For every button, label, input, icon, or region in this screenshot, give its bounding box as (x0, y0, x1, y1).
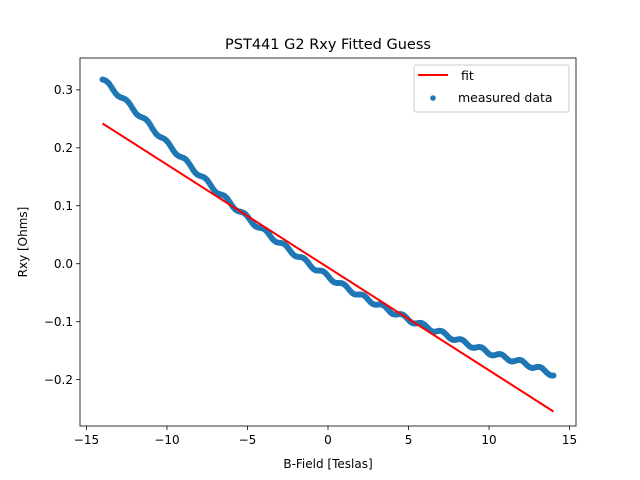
x-tick-label: 0 (324, 433, 332, 447)
y-tick-label: 0.2 (54, 141, 73, 155)
plot-area: −15 −10 −5 0 5 10 15 −0.2 −0.1 0.0 0.1 0.2 0.3 (44, 57, 577, 447)
x-tick-label: 10 (481, 433, 496, 447)
data-point (550, 372, 557, 379)
y-tick-label: −0.2 (44, 373, 73, 387)
y-tick-label: 0.3 (54, 83, 73, 97)
y-axis-label: Rxy [Ohms] (16, 207, 30, 278)
y-tick-label: −0.1 (44, 315, 73, 329)
fit-line (102, 122, 554, 413)
legend-fit-label: fit (461, 68, 474, 83)
x-tick-label: −10 (154, 433, 179, 447)
legend-box (413, 64, 570, 113)
plot-frame (79, 57, 577, 427)
x-tick-label: 5 (405, 433, 413, 447)
chart-title: PST441 G2 Rxy Fitted Guess (225, 37, 431, 53)
x-axis-label: B-Field [Teslas] (283, 457, 372, 471)
legend-measured-swatch (430, 95, 436, 101)
x-tick-label: −15 (74, 433, 99, 447)
x-tick-label: 15 (562, 433, 577, 447)
x-tick-label: −5 (239, 433, 257, 447)
legend-measured-label: measured data (458, 90, 553, 105)
y-tick-label: 0.0 (54, 257, 73, 271)
y-tick-label: 0.1 (54, 199, 73, 213)
legend: fit measured data (413, 64, 570, 113)
